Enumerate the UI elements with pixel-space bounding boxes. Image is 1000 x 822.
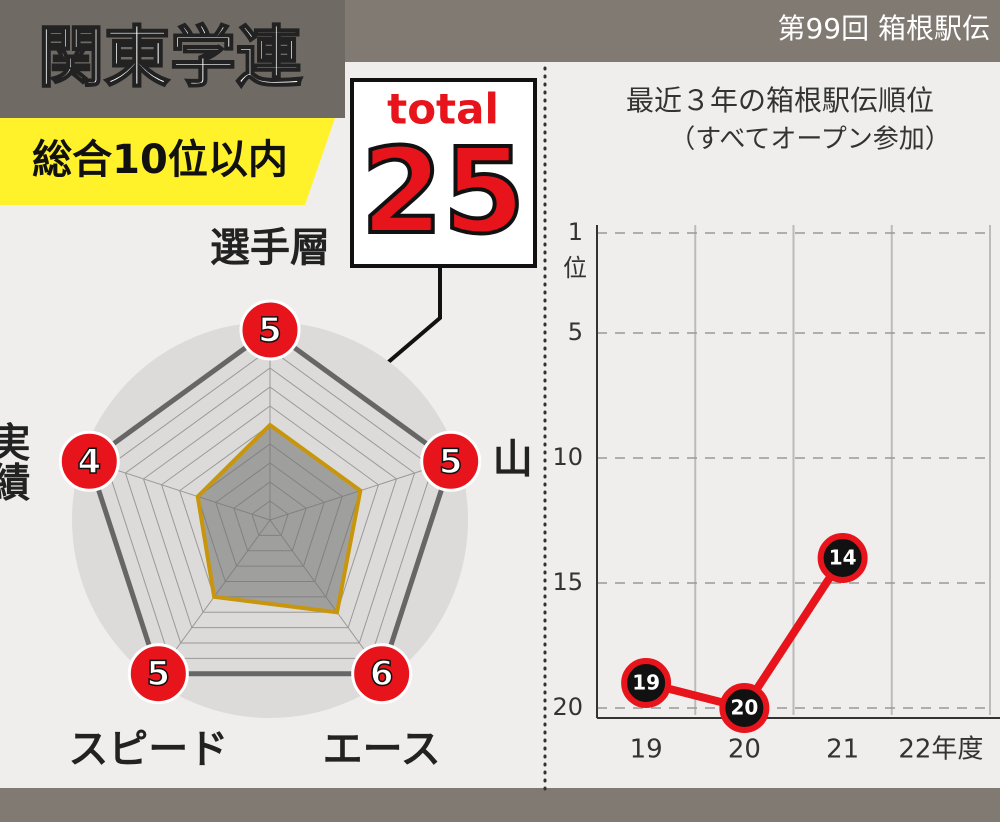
badge: 総合10位以内	[32, 137, 288, 183]
value-label: 5	[439, 442, 463, 482]
point	[719, 683, 770, 733]
value-marker	[58, 430, 120, 492]
chart-title: 最近３年の箱根駅伝順位	[626, 84, 934, 117]
radar-ring	[160, 405, 380, 613]
value-marker	[351, 643, 413, 705]
event: 第99回 箱根駅伝	[777, 12, 990, 45]
total-box	[350, 78, 537, 268]
value-marker	[239, 299, 301, 361]
axis-label: エース	[323, 727, 441, 773]
total-value: 25	[361, 122, 525, 260]
chart-subtitle: （すべてオープン参加）	[669, 125, 951, 155]
radar-ring	[106, 348, 434, 659]
radar-ring	[124, 367, 416, 644]
value-label: 6	[370, 654, 394, 694]
callout-line	[370, 268, 442, 378]
stone-header	[0, 0, 345, 118]
y-tick-label: 5	[568, 318, 583, 346]
value-marker	[127, 643, 189, 705]
y-tick-label: 10	[552, 443, 583, 471]
radar-area	[195, 422, 363, 615]
badge-band	[0, 118, 335, 205]
point-label: 20	[730, 696, 758, 720]
y-unit: 位	[563, 254, 587, 282]
y-tick-label: 20	[552, 693, 583, 721]
title: 関東学連	[38, 19, 303, 96]
axis-label: スピード	[68, 727, 228, 773]
y-tick-label: 1	[568, 218, 583, 246]
value-marker	[420, 430, 482, 492]
point	[817, 533, 868, 583]
axis-label: 山	[493, 436, 533, 482]
y-tick-label: 15	[552, 568, 583, 596]
axis-label: 選手層	[210, 225, 330, 271]
axis-label: 実績	[0, 421, 30, 501]
value-label: 4	[77, 442, 101, 482]
total-label: total	[387, 85, 499, 134]
value-label: 5	[258, 311, 282, 351]
x-tick-label: 21	[826, 735, 859, 765]
value-label: 5	[146, 654, 170, 694]
radar-ring	[142, 386, 398, 629]
x-tick-label: 20	[728, 735, 761, 765]
point-label: 19	[632, 671, 660, 695]
x-tick-label: 19	[630, 735, 663, 765]
x-tick-label: 22年度	[898, 735, 983, 765]
point	[621, 658, 672, 708]
radar-outline	[86, 326, 454, 677]
point-label: 14	[829, 546, 857, 570]
